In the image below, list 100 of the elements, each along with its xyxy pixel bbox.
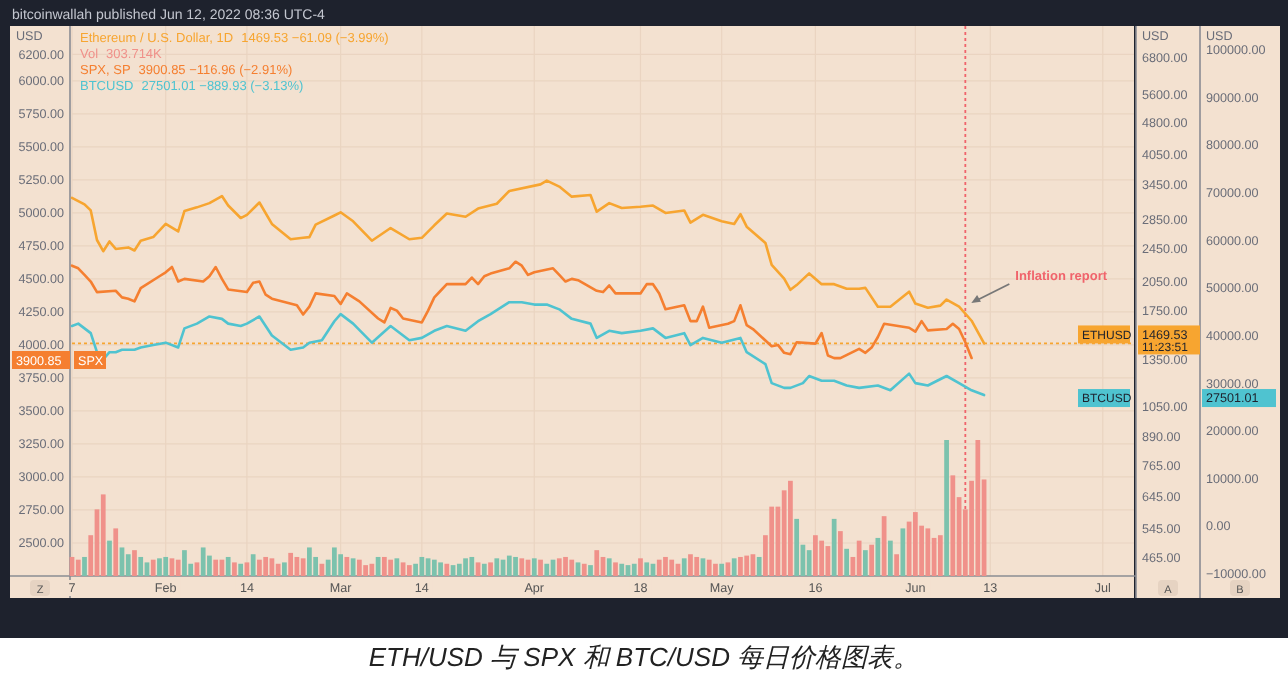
bar — [163, 556, 169, 576]
bar — [838, 531, 843, 576]
bar — [388, 559, 393, 576]
bar — [481, 563, 487, 576]
bar — [238, 563, 244, 576]
bar — [788, 480, 793, 576]
bar — [150, 559, 156, 576]
bar — [531, 558, 537, 576]
bar — [225, 556, 231, 576]
bar — [694, 556, 700, 576]
bar — [744, 555, 750, 576]
bar — [506, 555, 512, 576]
bar — [769, 506, 775, 576]
bar — [606, 558, 612, 576]
bar — [494, 558, 500, 576]
bar — [513, 556, 518, 576]
bar — [463, 558, 468, 576]
bar — [944, 440, 949, 576]
bar — [132, 550, 137, 576]
bar — [419, 556, 425, 576]
bar — [681, 558, 687, 576]
bar — [738, 556, 743, 576]
bar — [413, 563, 418, 576]
bar — [394, 558, 400, 576]
bar — [107, 540, 112, 576]
bar — [669, 559, 675, 576]
bar — [656, 559, 662, 576]
bar — [569, 559, 575, 576]
bar — [207, 555, 212, 576]
bar — [856, 540, 862, 576]
bar — [438, 562, 443, 576]
bar — [200, 547, 206, 576]
bar — [713, 563, 718, 576]
bar — [638, 558, 643, 576]
bar — [806, 550, 812, 576]
bar — [488, 562, 493, 576]
bar — [613, 562, 618, 576]
bar — [538, 559, 543, 576]
bar — [444, 563, 450, 576]
bar — [900, 528, 906, 576]
bar — [631, 563, 637, 576]
bar — [182, 550, 187, 576]
bar — [544, 563, 550, 576]
bar — [363, 565, 368, 576]
bar — [250, 554, 256, 576]
bar — [369, 563, 375, 576]
bar — [519, 558, 525, 576]
bar — [556, 558, 562, 576]
bar — [581, 563, 587, 576]
bar — [719, 563, 725, 576]
bar — [125, 554, 131, 576]
bar — [356, 559, 362, 576]
bar — [813, 535, 818, 576]
bar — [819, 540, 825, 576]
bar — [275, 563, 281, 576]
bar — [263, 556, 269, 576]
bar — [175, 559, 181, 576]
bar — [213, 559, 219, 576]
bar — [794, 518, 800, 576]
bar — [594, 550, 600, 576]
bar — [332, 547, 337, 576]
bar — [257, 559, 262, 576]
bar — [300, 558, 306, 576]
bar — [100, 494, 106, 576]
bar — [563, 556, 568, 576]
bar — [338, 554, 343, 576]
bar — [831, 518, 837, 576]
bar — [232, 562, 237, 576]
bar — [381, 556, 387, 576]
bar — [912, 512, 918, 576]
bar — [937, 535, 943, 576]
bar — [282, 562, 287, 576]
bar — [469, 556, 475, 576]
bar — [619, 563, 625, 576]
bar — [863, 550, 868, 576]
bar — [844, 548, 850, 576]
bar — [688, 554, 693, 576]
bar — [894, 554, 899, 576]
bar — [663, 556, 668, 576]
bar — [644, 562, 650, 576]
bar — [875, 537, 881, 576]
bar — [756, 556, 762, 576]
bar — [975, 440, 981, 576]
bar — [431, 559, 437, 576]
bar — [887, 540, 893, 576]
bar — [288, 552, 294, 576]
bar — [456, 563, 462, 576]
bar — [113, 528, 119, 576]
bar — [75, 559, 81, 576]
bar — [950, 475, 956, 576]
bar — [157, 558, 162, 576]
bar — [925, 528, 931, 576]
bar — [307, 547, 312, 576]
bar — [588, 565, 593, 576]
bar — [82, 556, 87, 576]
bar — [406, 565, 412, 576]
text: ETH/USD 与 SPX 和 BTC/USD 每日价格图表。 — [368, 642, 920, 672]
bar — [344, 556, 350, 576]
bar — [138, 556, 144, 576]
bar — [706, 559, 712, 576]
